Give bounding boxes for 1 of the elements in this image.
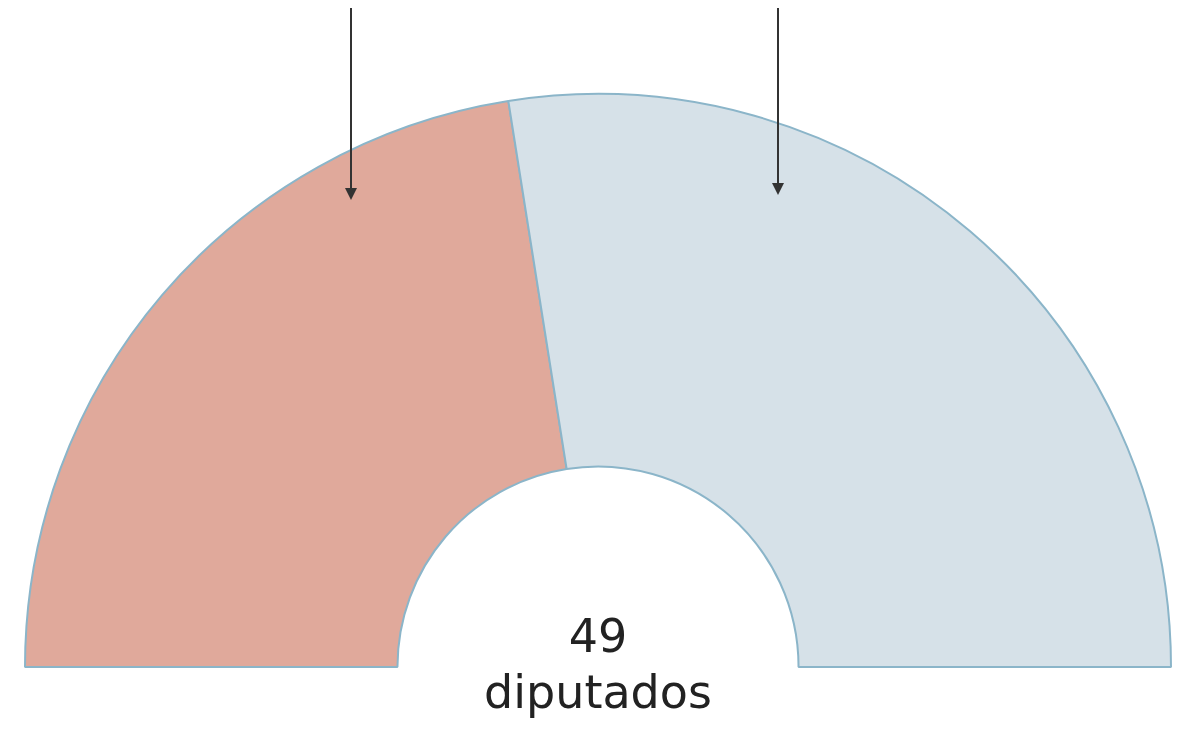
text: 49 diputados <box>483 608 713 720</box>
